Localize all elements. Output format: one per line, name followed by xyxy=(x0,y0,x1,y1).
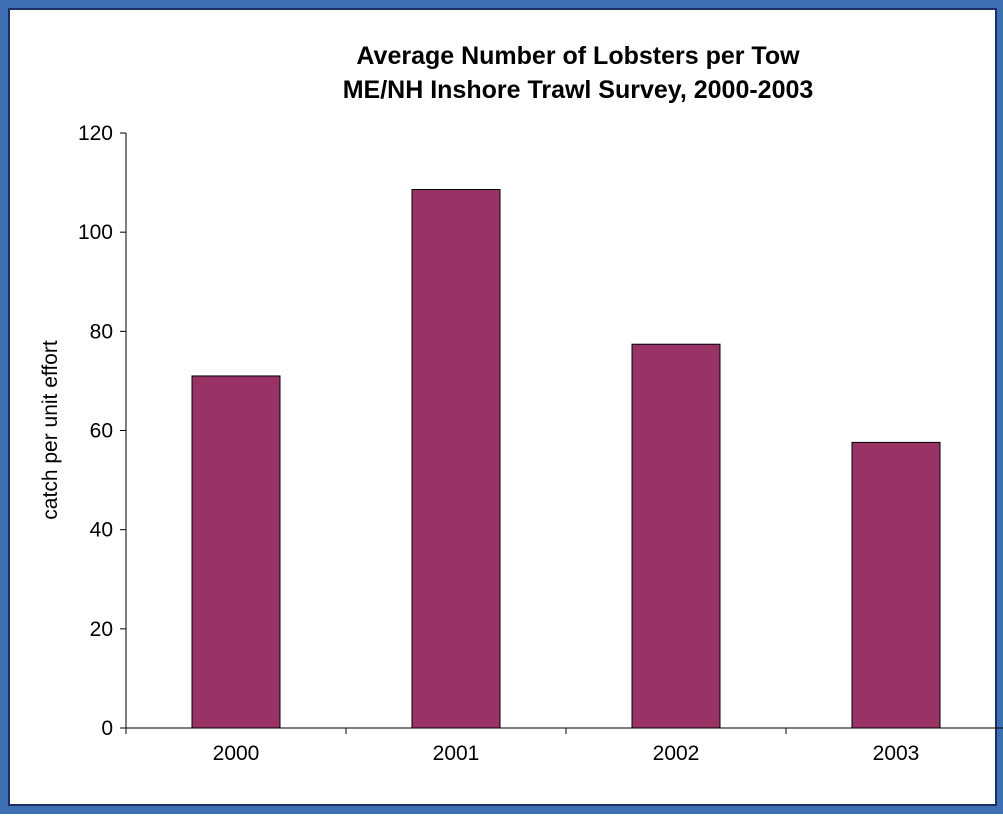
x-tick-label: 2001 xyxy=(433,742,480,765)
bar xyxy=(851,441,941,729)
chart-title-line-2: ME/NH Inshore Trawl Survey, 2000-2003 xyxy=(343,76,814,104)
bars xyxy=(191,189,941,729)
y-axis: 0 20 40 60 80 100 120 xyxy=(78,122,127,740)
y-tick-label: 0 xyxy=(101,717,113,740)
x-tick-label: 2003 xyxy=(873,742,920,765)
y-tick-label: 60 xyxy=(90,420,113,443)
y-tick-label: 40 xyxy=(90,519,113,542)
y-tick-label: 20 xyxy=(90,618,113,641)
y-tick-label: 100 xyxy=(78,221,113,244)
bar xyxy=(631,343,721,729)
bar xyxy=(191,375,281,729)
bar-chart: Average Number of Lobsters per Tow ME/NH… xyxy=(39,42,1003,765)
x-tick-label: 2000 xyxy=(213,742,260,765)
x-axis: 2000 2001 2002 2003 xyxy=(125,727,1003,765)
bar xyxy=(411,189,501,729)
y-tick-label: 120 xyxy=(78,122,113,145)
x-tick-label: 2002 xyxy=(653,742,700,765)
y-tick-label: 80 xyxy=(90,320,113,343)
chart-title-line-1: Average Number of Lobsters per Tow xyxy=(356,42,800,70)
y-axis-label: catch per unit effort xyxy=(39,340,62,520)
